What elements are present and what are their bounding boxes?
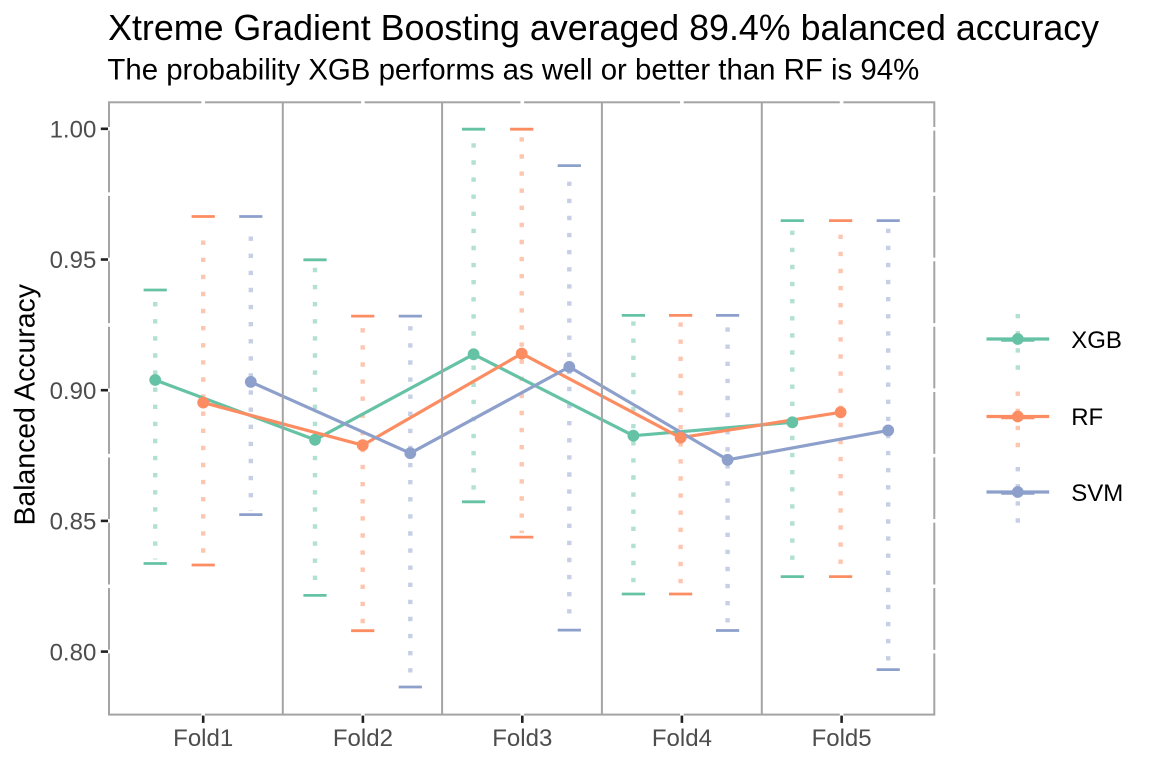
svg-text:0.80: 0.80 xyxy=(50,639,97,666)
svg-text:RF: RF xyxy=(1071,404,1103,431)
svg-text:Fold1: Fold1 xyxy=(173,725,233,752)
svg-text:Balanced Accuracy: Balanced Accuracy xyxy=(9,283,41,525)
svg-text:0.85: 0.85 xyxy=(50,509,97,536)
svg-text:Fold2: Fold2 xyxy=(333,725,393,752)
svg-text:Fold5: Fold5 xyxy=(812,725,872,752)
svg-text:XGB: XGB xyxy=(1071,327,1122,354)
svg-text:The probability XGB performs a: The probability XGB performs as well or … xyxy=(107,54,919,87)
svg-text:1.00: 1.00 xyxy=(50,117,97,144)
svg-text:Xtreme Gradient Boosting avera: Xtreme Gradient Boosting averaged 89.4% … xyxy=(108,8,1099,48)
svg-text:0.95: 0.95 xyxy=(50,247,97,274)
svg-text:Fold4: Fold4 xyxy=(652,725,712,752)
svg-text:SVM: SVM xyxy=(1071,480,1123,507)
svg-text:0.90: 0.90 xyxy=(50,378,97,405)
svg-text:Fold3: Fold3 xyxy=(492,725,552,752)
